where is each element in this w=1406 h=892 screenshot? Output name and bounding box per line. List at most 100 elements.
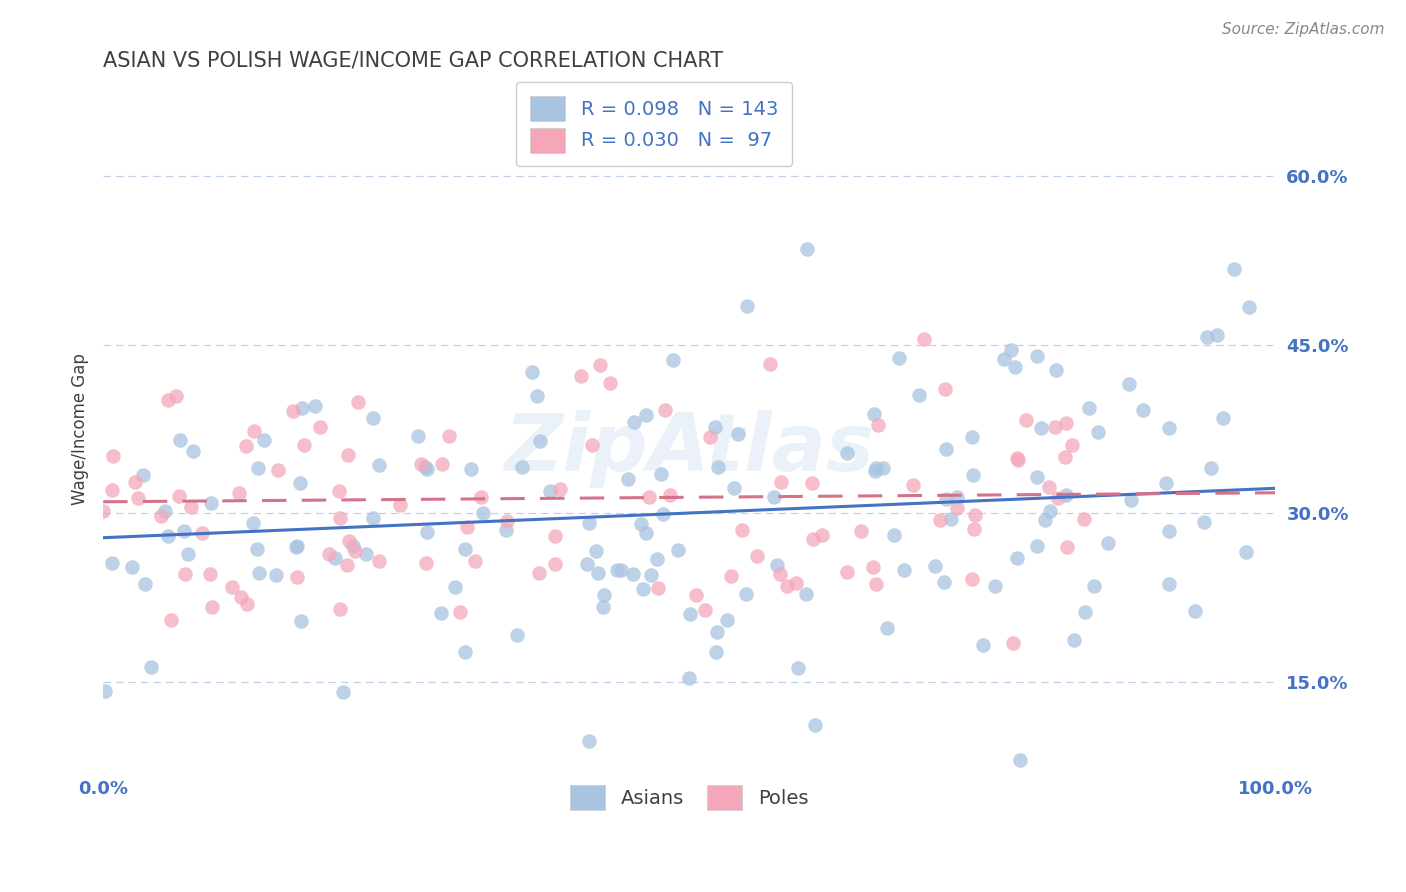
- Point: [617, 472, 640, 486]
- Point: [167, 489, 190, 503]
- Point: [960, 430, 983, 444]
- Point: [796, 242, 818, 256]
- Point: [354, 548, 377, 562]
- Point: [706, 460, 728, 475]
- Point: [908, 387, 931, 401]
- Point: [367, 458, 389, 472]
- Point: [678, 671, 700, 685]
- Point: [934, 382, 956, 396]
- Point: [576, 557, 599, 571]
- Point: [972, 638, 994, 652]
- Point: [527, 566, 550, 580]
- Point: [292, 438, 315, 452]
- Point: [510, 459, 533, 474]
- Point: [704, 644, 727, 658]
- Point: [1039, 504, 1062, 518]
- Point: [1026, 539, 1049, 553]
- Y-axis label: Wage/Income Gap: Wage/Income Gap: [72, 353, 89, 505]
- Point: [235, 439, 257, 453]
- Point: [695, 602, 717, 616]
- Point: [763, 490, 786, 504]
- Point: [460, 462, 482, 476]
- Point: [606, 563, 628, 577]
- Point: [935, 442, 957, 456]
- Point: [472, 507, 495, 521]
- Point: [630, 516, 652, 531]
- Point: [1205, 328, 1227, 343]
- Point: [247, 566, 270, 580]
- Point: [389, 498, 412, 512]
- Point: [506, 628, 529, 642]
- Point: [538, 483, 561, 498]
- Point: [290, 475, 312, 490]
- Point: [654, 403, 676, 417]
- Point: [1097, 536, 1119, 550]
- Text: Source: ZipAtlas.com: Source: ZipAtlas.com: [1222, 22, 1385, 37]
- Point: [1054, 416, 1077, 430]
- Point: [439, 428, 461, 442]
- Point: [454, 645, 477, 659]
- Point: [361, 411, 384, 425]
- Point: [1074, 605, 1097, 619]
- Point: [285, 570, 308, 584]
- Point: [368, 554, 391, 568]
- Point: [835, 446, 858, 460]
- Point: [1056, 540, 1078, 554]
- Point: [454, 542, 477, 557]
- Point: [699, 430, 721, 444]
- Point: [200, 496, 222, 510]
- Point: [176, 548, 198, 562]
- Point: [804, 717, 827, 731]
- Point: [430, 457, 453, 471]
- Point: [1062, 438, 1084, 452]
- Point: [935, 492, 957, 507]
- Point: [264, 568, 287, 582]
- Point: [1212, 411, 1234, 425]
- Point: [1047, 491, 1070, 506]
- Point: [323, 551, 346, 566]
- Point: [252, 433, 274, 447]
- Point: [415, 557, 437, 571]
- Point: [645, 552, 668, 566]
- Point: [246, 541, 269, 556]
- Point: [285, 541, 308, 555]
- Point: [198, 567, 221, 582]
- Point: [912, 333, 935, 347]
- Point: [865, 461, 887, 475]
- Point: [737, 299, 759, 313]
- Point: [593, 588, 616, 602]
- Point: [449, 605, 471, 619]
- Point: [236, 597, 259, 611]
- Point: [1001, 636, 1024, 650]
- Point: [101, 449, 124, 463]
- Point: [1026, 349, 1049, 363]
- Point: [1073, 512, 1095, 526]
- Point: [731, 523, 754, 537]
- Text: ZipAtlas: ZipAtlas: [505, 410, 875, 488]
- Point: [1038, 480, 1060, 494]
- Point: [329, 602, 352, 616]
- Point: [727, 427, 749, 442]
- Point: [945, 490, 967, 504]
- Point: [651, 507, 673, 521]
- Point: [893, 562, 915, 576]
- Point: [1083, 579, 1105, 593]
- Point: [1154, 476, 1177, 491]
- Point: [1159, 577, 1181, 591]
- Point: [173, 524, 195, 538]
- Point: [866, 417, 889, 432]
- Point: [1007, 451, 1029, 466]
- Point: [901, 477, 924, 491]
- Point: [650, 467, 672, 482]
- Point: [1087, 425, 1109, 439]
- Point: [529, 434, 551, 448]
- Point: [679, 607, 702, 622]
- Point: [1199, 461, 1222, 475]
- Point: [801, 475, 824, 490]
- Point: [720, 569, 742, 583]
- Point: [1157, 524, 1180, 538]
- Point: [766, 558, 789, 572]
- Point: [658, 488, 681, 502]
- Point: [1119, 492, 1142, 507]
- Point: [876, 621, 898, 635]
